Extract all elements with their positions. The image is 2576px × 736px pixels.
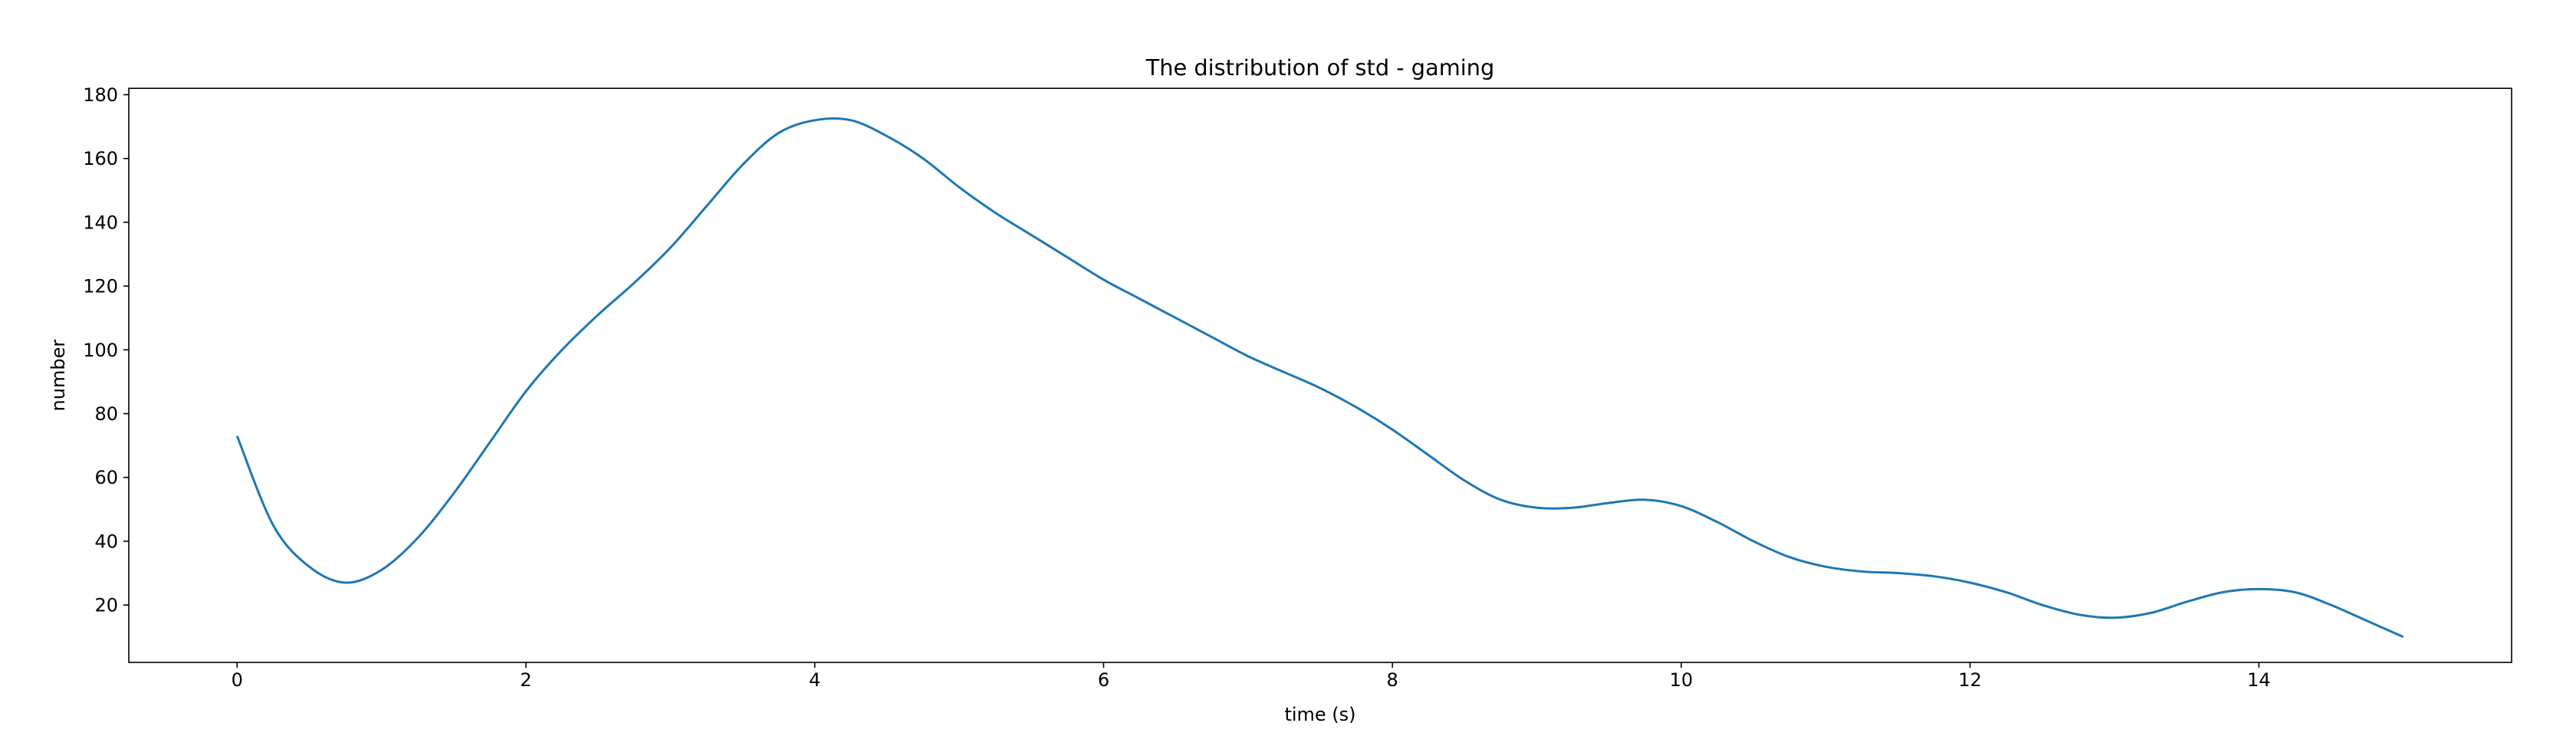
- x-axis-label: time (s): [1284, 704, 1355, 725]
- y-tick-label: 140: [83, 212, 118, 233]
- x-tick-label: 6: [1098, 669, 1109, 691]
- y-tick-label: 60: [94, 467, 118, 488]
- y-tick-label: 80: [94, 403, 118, 425]
- x-tick-label: 0: [232, 669, 243, 691]
- chart-title: The distribution of std - gaming: [1145, 54, 1495, 80]
- x-tick-label: 8: [1387, 669, 1398, 691]
- y-tick-label: 40: [94, 531, 118, 552]
- x-tick-label: 14: [2247, 669, 2271, 691]
- y-tick-label: 160: [83, 148, 118, 169]
- x-tick-label: 12: [1958, 669, 1982, 691]
- x-axis-ticks: 0 2 4 6 8 10 12 14: [232, 662, 2271, 691]
- y-tick-label: 180: [83, 84, 118, 106]
- x-tick-label: 2: [520, 669, 531, 691]
- x-tick-label: 10: [1670, 669, 1694, 691]
- y-tick-label: 120: [83, 276, 118, 297]
- y-tick-label: 100: [83, 340, 118, 361]
- axes-frame: [128, 87, 2512, 663]
- series-line: [235, 117, 2404, 639]
- plot-area: [235, 117, 2404, 639]
- y-axis-ticks: 20 40 60 80 100 120 140 160 180: [83, 84, 129, 616]
- y-axis-label: number: [48, 340, 69, 412]
- x-tick-label: 4: [809, 669, 820, 691]
- y-tick-label: 20: [94, 595, 118, 616]
